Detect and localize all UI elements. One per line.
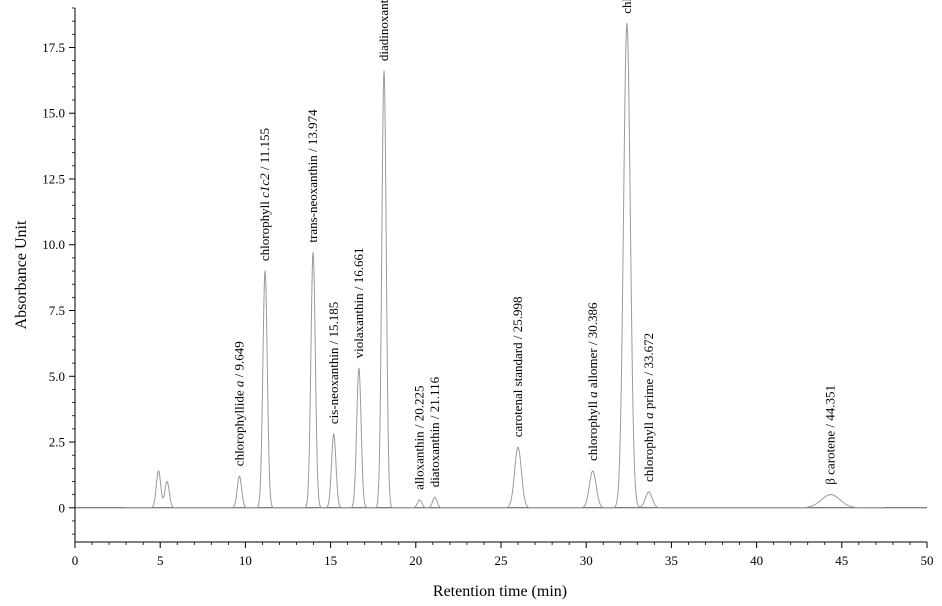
peak-apex (157, 470, 160, 472)
peak-label: chlorophyll c1c2 / 11.155 (257, 128, 272, 261)
peak-apex (419, 499, 421, 501)
peak-apex (383, 70, 385, 72)
peak-label-part: prime / 33.672 (641, 333, 656, 412)
x-tick-label: 15 (324, 553, 337, 568)
peak-label: alloxanthin / 20.225 (412, 386, 427, 490)
y-tick-label: 10.0 (42, 237, 65, 252)
peak-apex (517, 446, 519, 448)
peak-label-part: chlorophyll (619, 0, 634, 14)
peak-apex (333, 433, 335, 435)
peak-apex (592, 470, 594, 472)
x-tick-label: 25 (495, 553, 508, 568)
peak-label: cis-neoxanthin / 15.185 (326, 302, 341, 424)
peak-apex (830, 494, 832, 496)
y-tick-label: 17.5 (42, 40, 65, 55)
x-tick-label: 35 (665, 553, 678, 568)
y-tick-label: 5.0 (49, 369, 65, 384)
peak-label-part: β carotene / 44.351 (823, 385, 838, 485)
peak-label: trans-neoxanthin / 13.974 (305, 109, 320, 243)
peak-label-part: chlorophyllide (231, 387, 246, 466)
peak-label-part: allomer / 30.386 (585, 302, 600, 391)
peak-label-part: chlorophyll (257, 198, 272, 261)
peak-apex (166, 480, 168, 483)
y-axis-title: Absorbance Unit (13, 220, 30, 329)
peak-label: carotenal standard / 25.998 (510, 297, 525, 438)
peak-label-part: c1c2 (257, 173, 272, 198)
x-tick-label: 40 (750, 553, 763, 568)
x-axis-title: Retention time (min) (433, 583, 567, 600)
peak-label-part: a (641, 412, 656, 419)
peak-label-part: alloxanthin / 20.225 (412, 386, 427, 490)
peak-label-part: trans-neoxanthin / 13.974 (305, 109, 320, 243)
peak-label-part: a (231, 380, 246, 387)
peak-label: chlorophyll a allomer / 30.386 (585, 302, 600, 461)
peak-label-part: violaxanthin / 16.661 (351, 248, 366, 359)
peak-apex (264, 270, 266, 272)
x-tick-label: 0 (72, 553, 79, 568)
peak-label: chlorophyll a / 32.39 (619, 0, 634, 14)
x-tick-label: 20 (409, 553, 422, 568)
peak-label: violaxanthin / 16.661 (351, 248, 366, 359)
axes: 0 5 10 15 20 25 30 35 40 45 50 0 2.5 5.0 7.5 10.0 12.5 15… (42, 7, 934, 568)
peak-label: diadinoxanthin / 18.135 (376, 0, 391, 61)
peak-labels: chlorophyllide a / 9.649 chlorophyll c1c2… (231, 0, 837, 490)
peak-label: β carotene / 44.351 (823, 385, 838, 485)
trace-group (75, 23, 927, 509)
x-tick-label: 10 (239, 553, 252, 568)
y-tick-label: 15.0 (42, 106, 65, 121)
y-tick-label: 12.5 (42, 171, 65, 186)
peak-label-part: diadinoxanthin / 18.135 (376, 0, 391, 61)
peak-label-part: chlorophyll (585, 398, 600, 461)
y-tick-label: 7.5 (49, 303, 65, 318)
y-tick-label: 0 (59, 500, 66, 515)
peak-label-part: a (585, 391, 600, 398)
x-tick-label: 45 (835, 553, 848, 568)
peak-label-part: carotenal standard / 25.998 (510, 297, 525, 438)
peak-label-part: diatoxanthin / 21.116 (427, 376, 442, 487)
peak-label: diatoxanthin / 21.116 (427, 376, 442, 487)
peak-label: chlorophyll a prime / 33.672 (641, 333, 656, 482)
peak-apex (358, 367, 360, 369)
peak-apex (238, 475, 241, 477)
x-tick-label: 30 (580, 553, 593, 568)
peak-label-part: cis-neoxanthin / 15.185 (326, 302, 341, 424)
x-tick-label: 5 (157, 553, 164, 568)
peak-apex (434, 496, 436, 498)
peak-apex (648, 491, 650, 493)
peak-label: chlorophyllide a / 9.649 (231, 341, 246, 466)
peak-label-part: chlorophyll (641, 419, 656, 482)
y-tick-label: 2.5 (49, 435, 65, 450)
peak-apex (626, 23, 628, 25)
x-tick-label: 50 (921, 553, 934, 568)
peak-label-part: / 11.155 (257, 128, 272, 173)
chromatogram-trace (126, 23, 885, 509)
peak-label-part: / 9.649 (231, 341, 246, 380)
peak-apex (312, 252, 314, 254)
